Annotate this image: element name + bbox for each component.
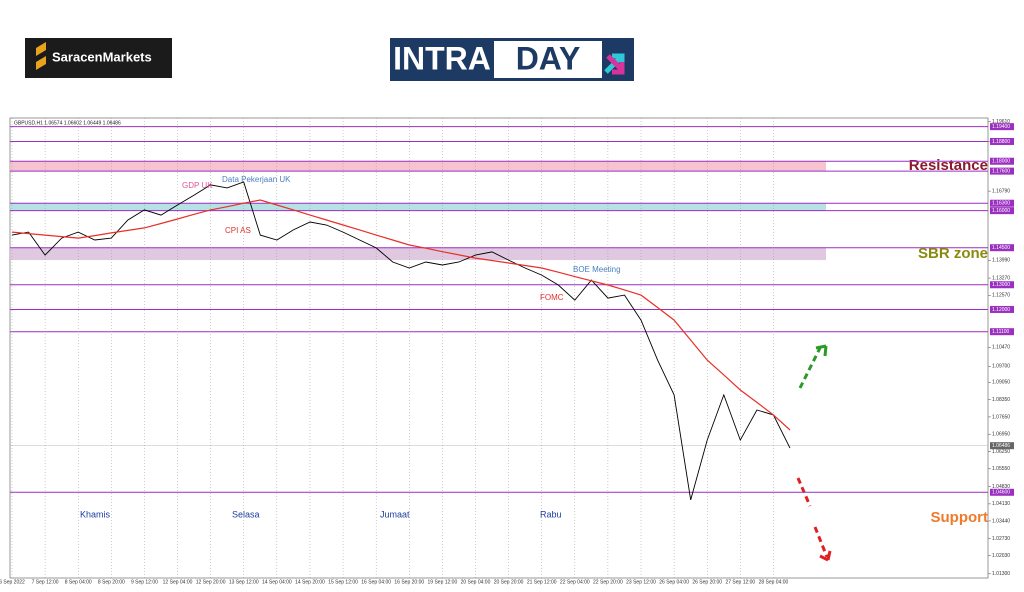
x-tick-label: 16 Sep 04:00 [361, 579, 391, 585]
support-label: Support [931, 509, 989, 526]
level-label: 1.16300 [992, 201, 1010, 207]
level-label: 1.18800 [992, 139, 1010, 145]
x-tick-label: 15 Sep 12:00 [328, 579, 358, 585]
banner-right: DAY [516, 40, 581, 76]
day-label: Rabu [540, 509, 562, 519]
level-label: 1.19400 [992, 124, 1010, 130]
plot-frame [9, 117, 989, 579]
y-tick-label: 1.13990 [992, 258, 1010, 264]
y-tick-label: 1.07650 [992, 414, 1010, 420]
level-tag [990, 167, 1014, 175]
x-tick-label: 20 Sep 20:00 [494, 579, 524, 585]
moving-average [11, 199, 791, 431]
x-tick-label: 22 Sep 04:00 [560, 579, 590, 585]
y-tick-label: 1.04830 [992, 484, 1010, 490]
x-tick-label: 23 Sep 12:00 [626, 579, 656, 585]
level-tag [990, 137, 1014, 145]
x-tick-label: 8 Sep 20:00 [98, 579, 125, 585]
zone-label: SBR zone [918, 245, 988, 262]
x-tick-label: 21 Sep 12:00 [527, 579, 557, 585]
level-tag [990, 281, 1014, 289]
up-arrow [798, 347, 822, 389]
chart-title: GBPUSD,H1 1.06574 1.06602 1.06449 1.0648… [14, 120, 121, 126]
x-tick-label: 7 Sep 12:00 [32, 579, 59, 585]
level-tag [990, 244, 1014, 252]
x-tick-label: 26 Sep 20:00 [692, 579, 722, 585]
level-label: 1.12000 [992, 307, 1010, 313]
x-tick-label: 28 Sep 04:00 [759, 579, 789, 585]
event-annotation: FOMC [540, 293, 564, 302]
banner-arrow-down [606, 54, 625, 75]
level-tag [990, 328, 1014, 336]
y-tick-label: 1.02030 [992, 553, 1010, 559]
level-tag [990, 207, 1014, 215]
level-label: 1.18000 [992, 159, 1010, 165]
y-tick-label: 1.02730 [992, 536, 1010, 542]
x-tick-label: 8 Sep 04:00 [65, 579, 92, 585]
banner-white [494, 41, 602, 78]
event-annotation: Data Pekerjaan UK [222, 175, 291, 184]
level-label: 1.04600 [992, 490, 1010, 496]
x-tick-label: 12 Sep 04:00 [163, 579, 193, 585]
y-tick-label: 1.10470 [992, 345, 1010, 351]
x-tick-label: 19 Sep 12:00 [428, 579, 458, 585]
level-label: 1.16000 [992, 208, 1010, 214]
y-tick-label: 1.19610 [992, 119, 1010, 125]
event-annotation: BOE Meeting [573, 265, 621, 274]
x-tick-label: 12 Sep 20:00 [196, 579, 226, 585]
x-tick-label: 9 Sep 12:00 [131, 579, 158, 585]
y-tick-label: 1.05550 [992, 466, 1010, 472]
x-tick-label: 16 Sep 20:00 [394, 579, 424, 585]
y-tick-label: 1.01300 [992, 571, 1010, 577]
current-price-tag [990, 442, 1014, 450]
y-tick-label: 1.08350 [992, 397, 1010, 403]
day-label: Jumaat [380, 509, 410, 519]
day-label: Selasa [232, 509, 260, 519]
y-tick-label: 1.16790 [992, 188, 1010, 194]
level-label: 1.14500 [992, 245, 1010, 251]
price-line [11, 181, 791, 501]
up-arrow-head [815, 344, 828, 357]
zone [10, 203, 826, 211]
x-tick-label: 14 Sep 04:00 [262, 579, 292, 585]
zone [10, 247, 826, 261]
zone [10, 161, 826, 172]
y-tick-label: 1.03440 [992, 518, 1010, 524]
broker-name: SaracenMarkets [52, 49, 152, 64]
level-label: 1.17600 [992, 168, 1010, 174]
banner-left: INTRA [393, 40, 491, 76]
level-label: 1.13000 [992, 282, 1010, 288]
level-label: 1.11100 [992, 329, 1010, 335]
y-tick-label: 1.12570 [992, 293, 1010, 299]
x-tick-label: 20 Sep 04:00 [461, 579, 491, 585]
x-tick-label: 26 Sep 04:00 [659, 579, 689, 585]
level-tag [990, 123, 1014, 131]
y-tick-label: 1.09050 [992, 380, 1010, 386]
logo-icon [36, 42, 46, 70]
broker-logo [25, 38, 172, 78]
x-tick-label: 22 Sep 20:00 [593, 579, 623, 585]
level-tag [990, 157, 1014, 165]
y-tick-label: 1.04130 [992, 501, 1010, 507]
y-tick-label: 1.06950 [992, 432, 1010, 438]
level-tag [990, 488, 1014, 496]
down-arrow [796, 477, 829, 558]
x-tick-label: 13 Sep 12:00 [229, 579, 259, 585]
down-arrow-head [819, 550, 832, 562]
x-tick-label: 27 Sep 12:00 [725, 579, 755, 585]
y-tick-label: 1.09700 [992, 364, 1010, 370]
x-tick-label: 14 Sep 20:00 [295, 579, 325, 585]
current-price-label: 1.06486 [992, 443, 1010, 449]
event-annotation: GDP UK [182, 181, 213, 190]
event-annotation: CPI AS [225, 226, 251, 235]
day-label: Khamis [80, 509, 111, 519]
y-tick-label: 1.06250 [992, 449, 1010, 455]
x-tick-label: 6 Sep 2022 [0, 579, 25, 585]
level-tag [990, 305, 1014, 313]
y-tick-label: 1.13270 [992, 275, 1010, 281]
level-tag [990, 199, 1014, 207]
